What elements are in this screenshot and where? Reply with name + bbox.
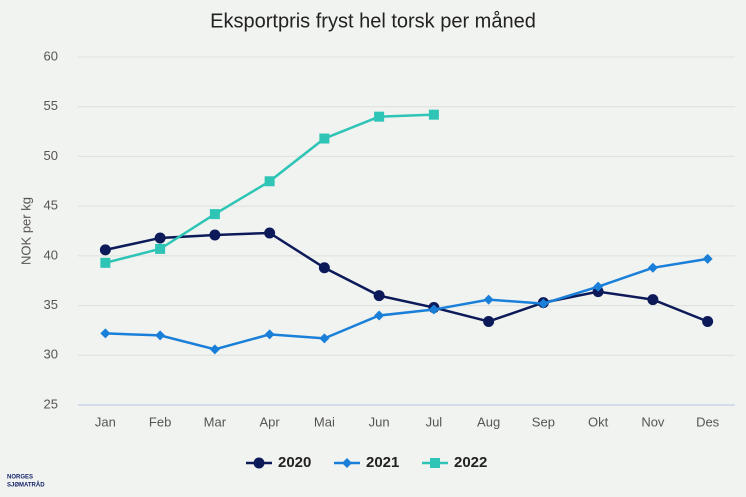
point	[319, 333, 330, 344]
point	[483, 315, 495, 327]
point	[647, 262, 658, 273]
y-tick-label: 55	[44, 98, 58, 113]
point	[702, 315, 714, 327]
y-tick-label: 50	[44, 148, 58, 163]
point	[264, 329, 275, 340]
y-tick-label: 45	[44, 198, 58, 213]
point	[538, 298, 549, 309]
x-tick-label: Jun	[369, 414, 390, 429]
point	[209, 229, 221, 241]
point	[264, 227, 276, 239]
point	[428, 304, 439, 315]
y-tick-label: 40	[44, 247, 58, 262]
x-tick-label: Aug	[477, 414, 500, 429]
point	[647, 294, 659, 306]
series-line	[105, 257, 708, 351]
point	[100, 328, 111, 339]
x-tick-label: Okt	[588, 414, 609, 429]
x-tick-label: Nov	[641, 414, 665, 429]
logo: NORGES	[7, 475, 33, 481]
point	[100, 257, 111, 268]
x-tick-label: Sep	[532, 414, 555, 429]
chart-title: Eksportpris fryst hel torsk per måned	[210, 10, 536, 32]
x-tick-label: Feb	[149, 414, 171, 429]
point	[430, 458, 440, 468]
point	[99, 244, 111, 256]
legend-label: 2020	[278, 454, 311, 471]
point	[374, 111, 385, 122]
point	[209, 344, 220, 355]
legend-label: 2022	[454, 454, 487, 471]
x-tick-label: Jul	[426, 414, 443, 429]
y-axis-label: NOK per kg	[18, 197, 33, 265]
point	[253, 457, 265, 469]
point	[374, 310, 385, 321]
y-tick-label: 60	[44, 48, 58, 63]
point	[155, 243, 166, 254]
x-tick-label: Des	[696, 414, 720, 429]
y-tick-label: 25	[44, 396, 58, 411]
point	[155, 330, 166, 341]
point	[154, 232, 166, 244]
point	[593, 281, 604, 292]
x-tick-label: Jan	[95, 414, 116, 429]
x-tick-label: Mai	[314, 414, 335, 429]
point	[428, 109, 439, 120]
point	[342, 458, 352, 468]
point	[373, 290, 385, 302]
logo: SJØMATRÅD	[7, 482, 45, 489]
point	[318, 262, 330, 274]
series-line	[105, 231, 709, 323]
point	[483, 294, 494, 305]
x-tick-label: Apr	[260, 414, 281, 429]
point	[209, 209, 220, 220]
legend-label: 2021	[366, 454, 399, 471]
x-tick-label: Mar	[204, 414, 227, 429]
point	[702, 253, 713, 264]
point	[319, 133, 330, 144]
y-tick-label: 35	[44, 297, 58, 312]
y-tick-label: 30	[44, 347, 58, 362]
point	[264, 176, 275, 187]
